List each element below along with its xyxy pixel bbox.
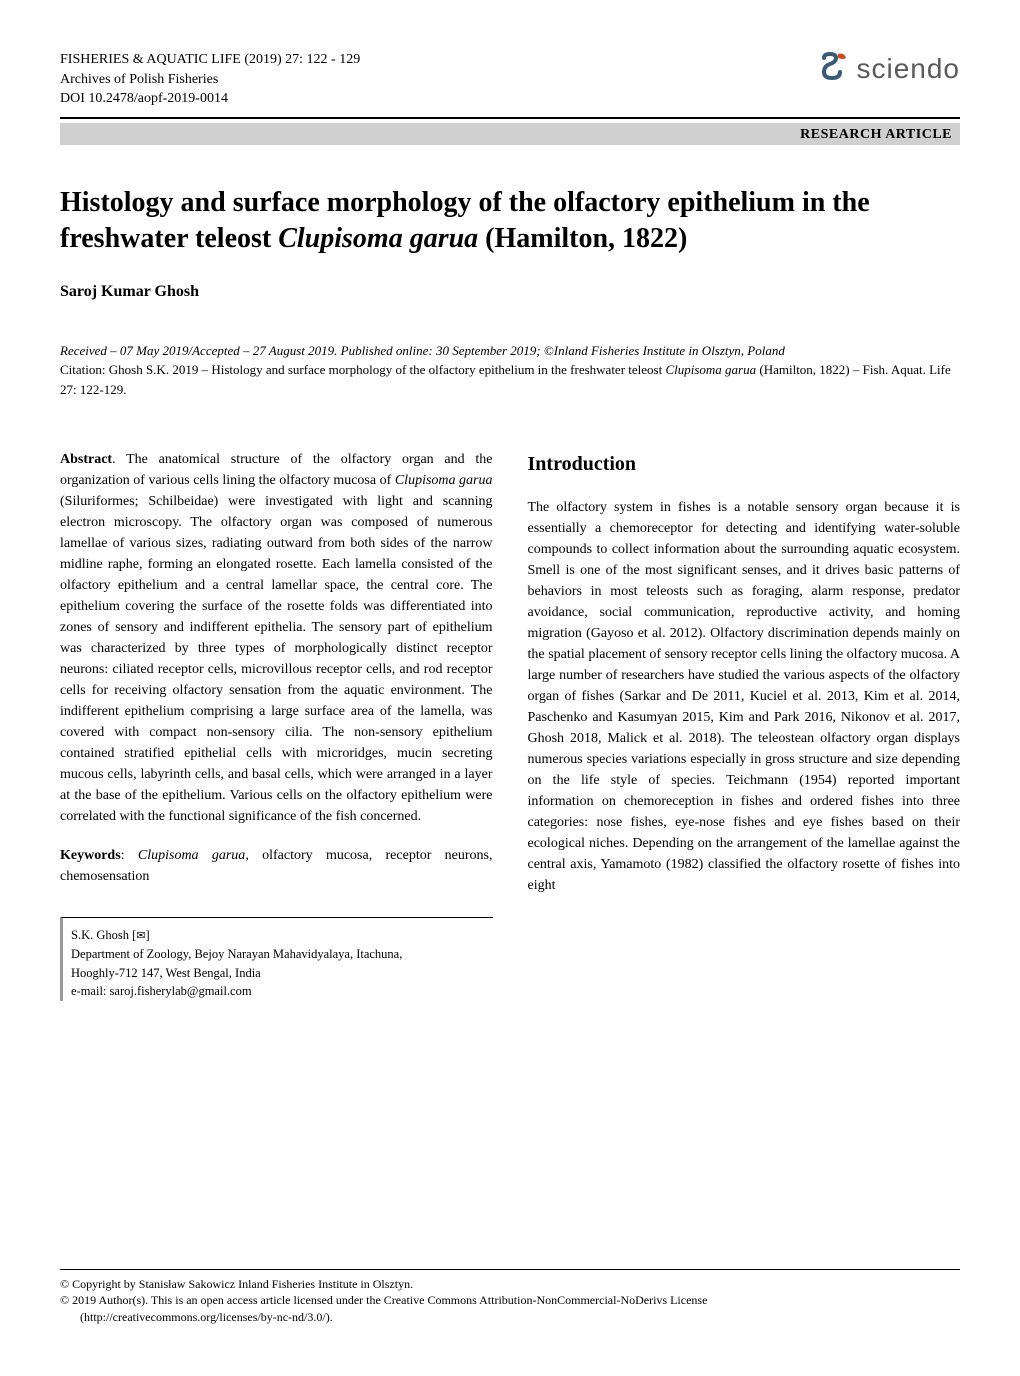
license-line: © 2019 Author(s). This is an open access…: [60, 1292, 960, 1309]
header-rule: [60, 117, 960, 119]
sciendo-s-icon: [818, 50, 850, 87]
title-suffix: (Hamilton, 1822): [478, 223, 687, 254]
received-line: Received – 07 May 2019/Accepted – 27 Aug…: [60, 341, 960, 361]
title-species: Clupisoma garua: [278, 223, 478, 254]
article-title: Histology and surface morphology of the …: [60, 185, 960, 258]
copyright-line: © Copyright by Stanisław Sakowicz Inland…: [60, 1276, 960, 1293]
journal-line1: FISHERIES & AQUATIC LIFE (2019) 27: 122 …: [60, 50, 360, 70]
author-name: Saroj Kumar Ghosh: [60, 283, 960, 301]
right-column: Introduction The olfactory system in fis…: [528, 449, 961, 1001]
author-dept: Department of Zoology, Bejoy Narayan Mah…: [71, 945, 493, 964]
keywords-species: Clupisoma garua: [138, 848, 245, 863]
introduction-heading: Introduction: [528, 449, 961, 479]
journal-line2: Archives of Polish Fisheries: [60, 70, 360, 90]
author-addr: Hooghly-712 147, West Bengal, India: [71, 964, 493, 983]
two-column-layout: Abstract. The anatomical structure of th…: [60, 449, 960, 1001]
author-info-box: S.K. Ghosh [✉] Department of Zoology, Be…: [60, 917, 493, 1001]
email-label: e-mail:: [71, 984, 110, 998]
abstract-paragraph: Abstract. The anatomical structure of th…: [60, 449, 493, 827]
keywords-prefix: :: [121, 848, 138, 863]
abstract-label: Abstract: [60, 452, 112, 467]
footer: © Copyright by Stanisław Sakowicz Inland…: [60, 1269, 960, 1326]
article-type: RESEARCH ARTICLE: [800, 127, 952, 142]
publisher-logo: sciendo: [818, 50, 960, 87]
license-url: (http://creativecommons.org/licenses/by-…: [60, 1309, 960, 1326]
left-column: Abstract. The anatomical structure of th…: [60, 449, 493, 1001]
envelope-icon: ✉: [136, 928, 145, 945]
journal-info: FISHERIES & AQUATIC LIFE (2019) 27: 122 …: [60, 50, 360, 109]
publisher-name: sciendo: [856, 53, 960, 85]
abstract-body: (Siluriformes; Schilbeidae) were investi…: [60, 494, 493, 824]
header: FISHERIES & AQUATIC LIFE (2019) 27: 122 …: [60, 50, 960, 109]
doi: DOI 10.2478/aopf-2019-0014: [60, 89, 360, 109]
author-short-name: S.K. Ghosh [: [71, 928, 136, 942]
author-email-line: e-mail: saroj.fisherylab@gmail.com: [71, 982, 493, 1001]
author-short-line: S.K. Ghosh [✉]: [71, 926, 493, 945]
article-type-bar: RESEARCH ARTICLE: [60, 123, 960, 145]
citation-block: Received – 07 May 2019/Accepted – 27 Aug…: [60, 341, 960, 400]
keywords-paragraph: Keywords: Clupisoma garua, olfactory muc…: [60, 845, 493, 887]
citation-species: Clupisoma garua: [665, 362, 756, 377]
author-short-suffix: ]: [146, 928, 150, 942]
citation-prefix: Citation: Ghosh S.K. 2019 – Histology an…: [60, 362, 665, 377]
author-email: saroj.fisherylab@gmail.com: [110, 984, 252, 998]
citation-text: Citation: Ghosh S.K. 2019 – Histology an…: [60, 360, 960, 399]
keywords-label: Keywords: [60, 848, 121, 863]
introduction-body: The olfactory system in fishes is a nota…: [528, 497, 961, 896]
abstract-species: Clupisoma garua: [395, 473, 493, 488]
